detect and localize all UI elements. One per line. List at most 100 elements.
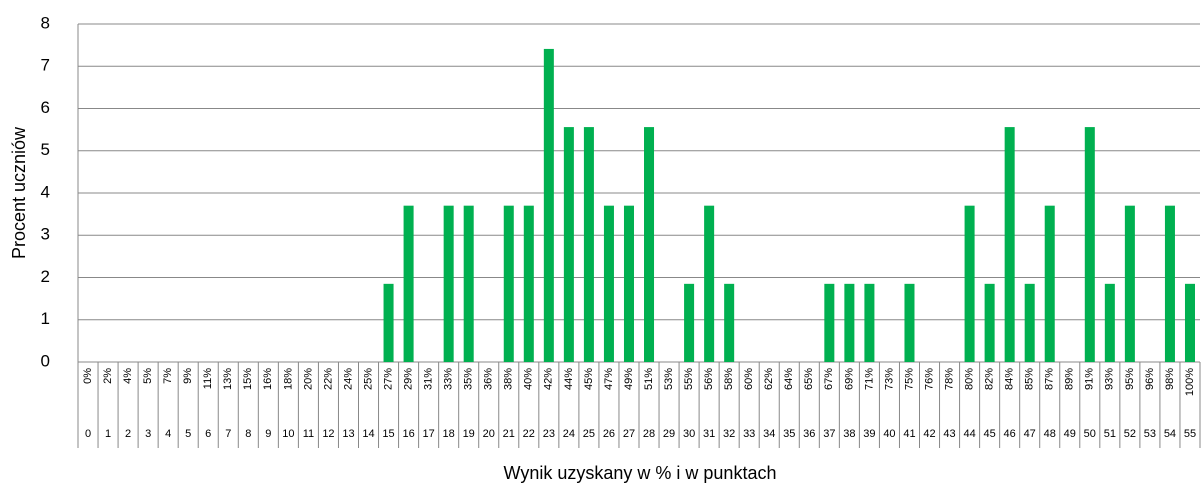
y-tick-label: 5 (41, 140, 50, 159)
x-percent-label: 91% (1084, 368, 1096, 390)
x-percent-label: 22% (322, 368, 334, 390)
y-tick-label: 6 (41, 98, 50, 117)
x-tick-label: 53 (1144, 428, 1156, 440)
bar (503, 205, 514, 362)
x-tick-label: 45 (984, 428, 996, 440)
x-tick-label: 48 (1044, 428, 1056, 440)
y-tick-label: 2 (41, 267, 50, 286)
x-tick-label: 6 (205, 428, 211, 440)
bar (1184, 283, 1195, 362)
x-percent-label: 56% (703, 368, 715, 390)
x-tick-label: 54 (1164, 428, 1176, 440)
x-tick-label: 34 (763, 428, 775, 440)
x-percent-label: 84% (1004, 368, 1016, 390)
x-tick-label: 51 (1104, 428, 1116, 440)
x-percent-label: 4% (122, 368, 134, 384)
x-tick-label: 13 (342, 428, 354, 440)
x-percent-label: 36% (483, 368, 495, 390)
x-tick-label: 55 (1184, 428, 1196, 440)
bar (1124, 205, 1135, 362)
x-tick-label: 38 (843, 428, 855, 440)
x-percent-label: 38% (503, 368, 515, 390)
x-percent-label: 100% (1184, 368, 1196, 396)
x-tick-label: 1 (105, 428, 111, 440)
x-percent-label: 24% (342, 368, 354, 390)
x-tick-label: 22 (523, 428, 535, 440)
x-tick-label: 16 (402, 428, 414, 440)
x-tick-label: 12 (322, 428, 334, 440)
x-tick-label: 5 (185, 428, 191, 440)
x-percent-label: 9% (182, 368, 194, 384)
bar (1164, 205, 1175, 362)
x-percent-label: 98% (1164, 368, 1176, 390)
x-tick-label: 4 (165, 428, 171, 440)
x-percent-label: 53% (663, 368, 675, 390)
bar (984, 283, 995, 362)
x-percent-label: 33% (443, 368, 455, 390)
bar (824, 283, 835, 362)
x-percent-label: 35% (463, 368, 475, 390)
x-tick-label: 14 (362, 428, 374, 440)
x-percent-label: 85% (1024, 368, 1036, 390)
x-percent-label: 73% (883, 368, 895, 390)
x-tick-label: 11 (303, 428, 314, 440)
x-percent-label: 5% (142, 368, 154, 384)
x-percent-label: 15% (242, 368, 254, 390)
bar (1024, 283, 1035, 362)
bar (844, 283, 855, 362)
y-tick-label: 0 (41, 351, 50, 370)
bar (1084, 127, 1095, 362)
x-percent-label: 58% (723, 368, 735, 390)
x-percent-label: 49% (623, 368, 635, 390)
bar (523, 205, 534, 362)
bar (383, 283, 394, 362)
bar (1004, 127, 1015, 362)
bar (964, 205, 975, 362)
x-percent-label: 62% (763, 368, 775, 390)
x-percent-label: 11% (202, 368, 214, 389)
x-tick-label: 15 (382, 428, 394, 440)
x-tick-label: 10 (282, 428, 294, 440)
bar (563, 127, 574, 362)
x-tick-label: 23 (543, 428, 555, 440)
bar (1044, 205, 1055, 362)
bar (403, 205, 414, 362)
x-tick-label: 37 (823, 428, 835, 440)
x-percent-label: 71% (863, 368, 875, 390)
x-tick-label: 19 (463, 428, 475, 440)
x-tick-label: 18 (443, 428, 455, 440)
x-tick-label: 39 (863, 428, 875, 440)
x-tick-label: 24 (563, 428, 575, 440)
x-tick-label: 30 (683, 428, 695, 440)
x-percent-label: 96% (1144, 368, 1156, 390)
y-tick-label: 1 (41, 309, 50, 328)
x-tick-label: 44 (963, 428, 975, 440)
x-tick-label: 47 (1024, 428, 1036, 440)
bar (724, 283, 735, 362)
x-percent-label: 51% (643, 368, 655, 390)
x-percent-label: 45% (583, 368, 595, 390)
x-tick-label: 9 (265, 428, 271, 440)
x-tick-label: 0 (85, 428, 91, 440)
x-percent-label: 25% (362, 368, 374, 390)
x-tick-label: 43 (943, 428, 955, 440)
x-tick-label: 8 (245, 428, 251, 440)
x-tick-label: 31 (703, 428, 715, 440)
x-percent-label: 40% (523, 368, 535, 390)
bar (704, 205, 715, 362)
x-tick-label: 21 (503, 428, 515, 440)
x-percent-label: 42% (543, 368, 555, 390)
x-tick-label: 42 (923, 428, 935, 440)
y-tick-label: 3 (41, 225, 50, 244)
y-tick-label: 7 (41, 56, 50, 75)
x-tick-label: 20 (483, 428, 495, 440)
x-percent-label: 18% (282, 368, 294, 390)
x-tick-label: 41 (903, 428, 915, 440)
x-percent-label: 75% (903, 368, 915, 390)
x-tick-label: 36 (803, 428, 815, 440)
x-percent-label: 78% (943, 368, 955, 390)
bar (603, 205, 614, 362)
bar (644, 127, 655, 362)
x-tick-label: 17 (423, 428, 435, 440)
